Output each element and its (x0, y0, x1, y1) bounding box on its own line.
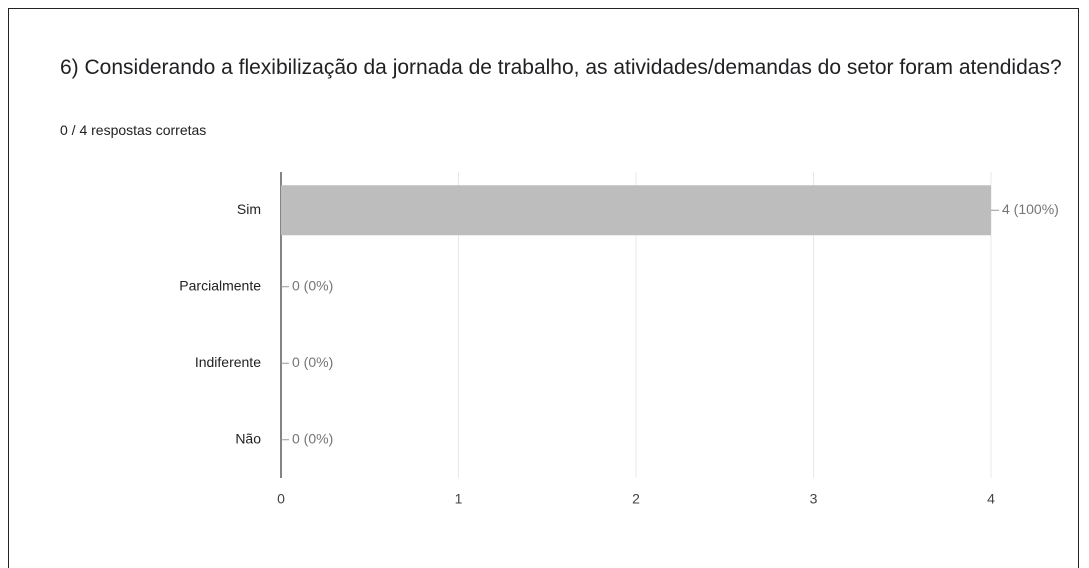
value-label: 0 (0%) (292, 277, 333, 293)
bar (281, 185, 991, 236)
subtitle: 0 / 4 respostas corretas (60, 122, 207, 138)
y-tick-label: Parcialmente (179, 277, 261, 293)
x-tick-label: 4 (987, 491, 995, 507)
y-tick-label: Indiferente (195, 354, 261, 370)
x-tick-label: 1 (455, 491, 463, 507)
question-title: 6) Considerando a flexibilização da jorn… (60, 56, 1062, 79)
value-label: 0 (0%) (292, 430, 333, 446)
value-label: 4 (100%) (1002, 201, 1059, 217)
x-tick-label: 0 (277, 491, 285, 507)
value-label: 0 (0%) (292, 354, 333, 370)
y-tick-label: Não (235, 430, 261, 446)
x-tick-label: 2 (632, 491, 640, 507)
card (8, 8, 1079, 568)
x-tick-label: 3 (810, 491, 818, 507)
y-tick-label: Sim (237, 201, 261, 217)
